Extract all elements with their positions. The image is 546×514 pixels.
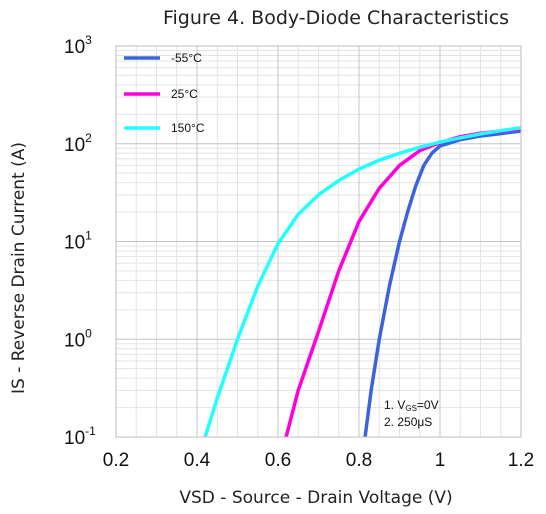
- note-line-1-subscript: GS: [405, 404, 417, 413]
- series-line-1: [363, 129, 522, 438]
- minor-gridlines: [115, 46, 522, 437]
- note-line-1: 1. VGS=0V: [384, 398, 439, 413]
- y-tick-label: 101: [64, 229, 92, 254]
- chart-title: Figure 4. Body-Diode Characteristics: [163, 7, 509, 29]
- y-tick-base: 10: [64, 135, 85, 156]
- test-conditions-note: 1. VGS=0V 2. 250μS: [384, 398, 439, 429]
- x-tick-label: 0.4: [184, 450, 211, 471]
- y-tick-exponent: 1: [85, 229, 92, 243]
- series-lines: [203, 125, 522, 438]
- legend-label-1: -55°C: [171, 51, 202, 65]
- y-tick-base: 10: [64, 233, 85, 254]
- y-tick-label: 103: [64, 33, 92, 58]
- series-line-3: [203, 125, 522, 438]
- y-tick-base: 10: [64, 428, 85, 449]
- y-tick-exponent: 3: [85, 33, 92, 47]
- y-tick-label: 102: [64, 131, 92, 156]
- x-axis-ticks: 0.2 0.4 0.6 0.8 1 1.2: [103, 450, 534, 471]
- y-tick-base: 10: [64, 37, 85, 58]
- y-tick-base: 10: [64, 330, 85, 351]
- legend-label-2: 25°C: [171, 87, 198, 101]
- note-line-1-prefix: 1. V: [384, 398, 405, 412]
- x-tick-label: 0.2: [103, 450, 129, 471]
- x-axis-label: VSD - Source - Drain Voltage (V): [179, 488, 452, 508]
- y-tick-exponent: 2: [85, 131, 92, 145]
- y-tick-exponent: 0: [85, 326, 92, 340]
- plot-area: [115, 45, 522, 438]
- x-tick-label: 0.6: [265, 450, 291, 471]
- y-tick-label: 10-1: [64, 424, 96, 449]
- y-axis-label: IS - Reverse Drain Current (A): [9, 142, 29, 394]
- note-line-1-suffix: =0V: [417, 398, 439, 412]
- x-tick-label: 0.8: [346, 450, 372, 471]
- note-line-2: 2. 250μS: [384, 415, 432, 429]
- y-tick-label: 100: [64, 326, 92, 351]
- x-tick-label: 1: [435, 450, 446, 471]
- plot-frame: [115, 45, 522, 438]
- legend-label-3: 150°C: [171, 121, 205, 135]
- x-tick-label: 1.2: [508, 450, 534, 471]
- y-tick-exponent: -1: [85, 424, 96, 438]
- legend: -55°C 25°C 150°C: [124, 51, 205, 135]
